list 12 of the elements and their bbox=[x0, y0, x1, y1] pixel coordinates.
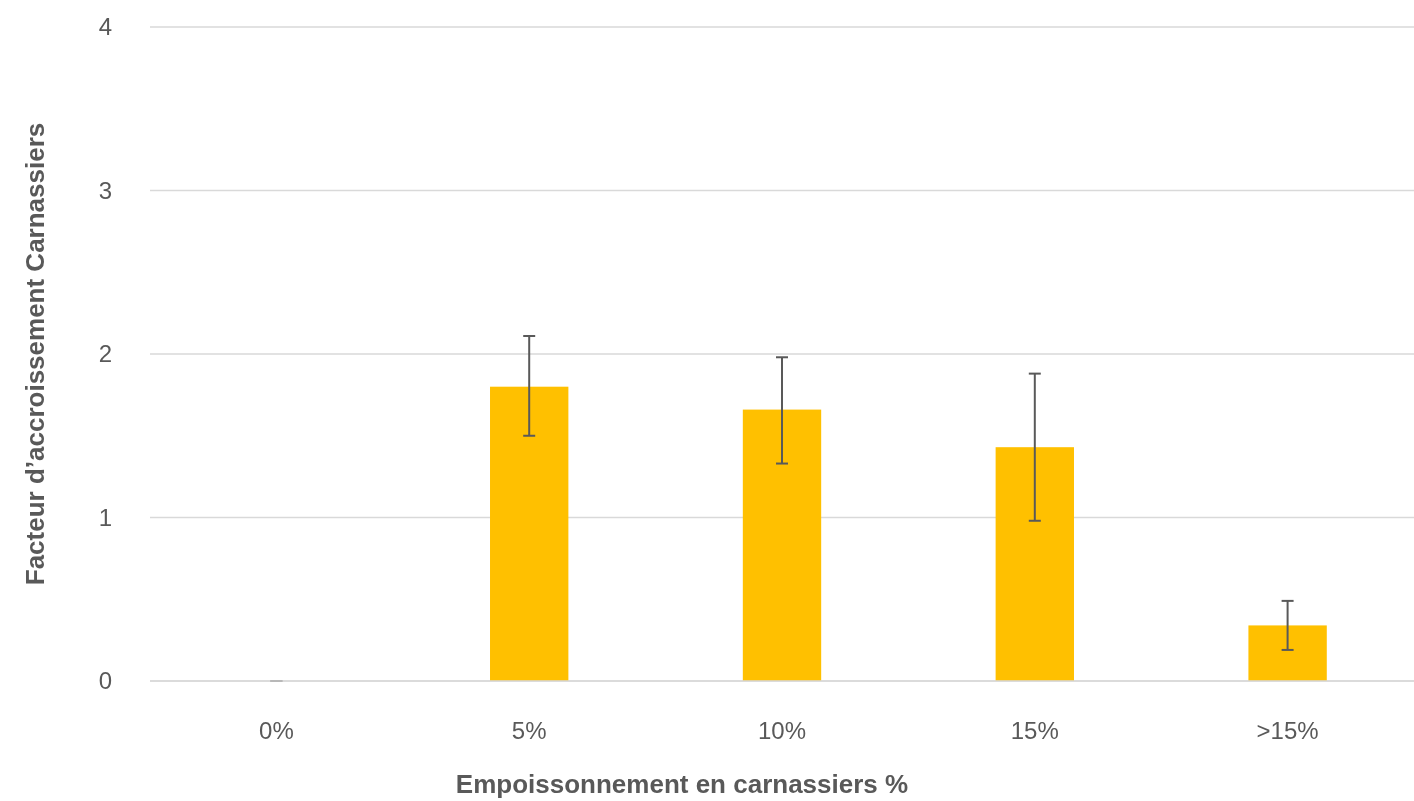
x-tick-label: 5% bbox=[511, 717, 547, 744]
x-tick-label: 0% bbox=[259, 717, 294, 744]
y-tick-label: 1 bbox=[98, 503, 112, 531]
x-tick-label: >15% bbox=[1256, 717, 1319, 744]
y-tick-label: 4 bbox=[98, 13, 112, 41]
x-axis-title: Empoissonnement en carnassiers % bbox=[455, 769, 909, 799]
y-tick-label: 2 bbox=[98, 340, 112, 368]
x-tick-label: 10% bbox=[757, 717, 807, 744]
y-axis-title: Facteur d’accroissement Carnassiers bbox=[20, 122, 50, 586]
x-tick-label: 15% bbox=[1010, 717, 1059, 744]
y-tick-label: 0 bbox=[98, 667, 112, 695]
y-tick-label: 3 bbox=[98, 176, 112, 204]
